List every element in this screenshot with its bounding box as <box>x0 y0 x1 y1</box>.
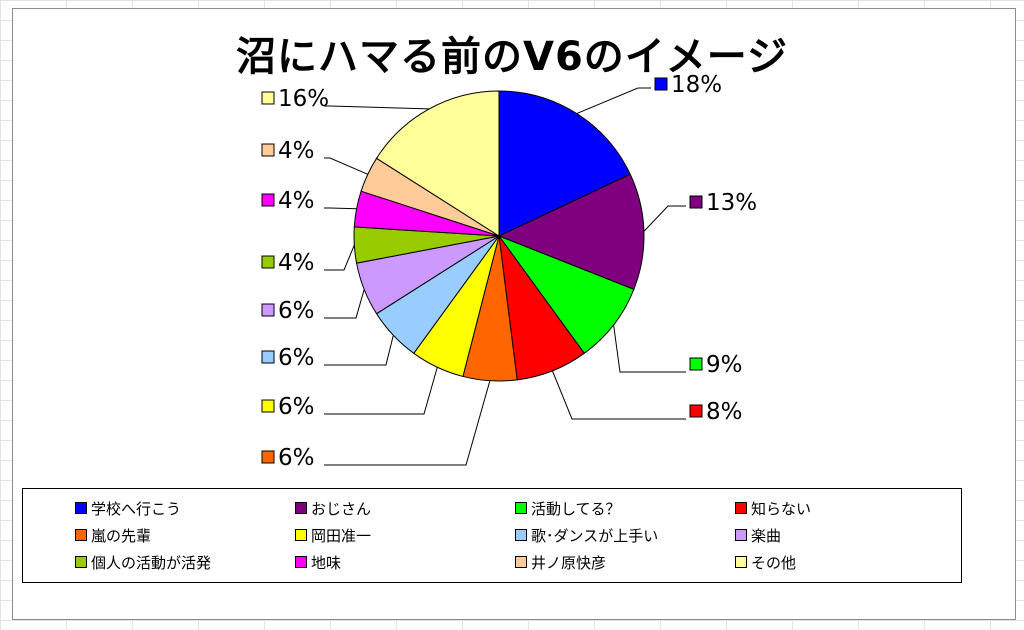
legend-label: 井ノ原快彦 <box>531 553 607 572</box>
legend-swatch <box>75 556 87 568</box>
legend-item[interactable]: 井ノ原快彦 <box>515 551 606 573</box>
legend-item[interactable]: 知らない <box>735 497 811 519</box>
legend-label: 嵐の先輩 <box>91 526 152 545</box>
data-label: 6% <box>261 394 315 420</box>
data-label-swatch <box>689 195 703 209</box>
data-label-text: 6% <box>278 445 315 471</box>
legend-item[interactable]: 岡田准一 <box>295 524 371 546</box>
data-label: 8% <box>689 399 743 425</box>
leader-line <box>551 370 686 420</box>
data-label-swatch <box>261 399 275 413</box>
data-label-text: 6% <box>278 298 315 324</box>
chart-title: 沼にハマる前のV6のイメージ <box>236 34 788 80</box>
legend-label: おじさん <box>311 499 372 518</box>
legend-swatch <box>735 556 747 568</box>
leader-line <box>324 157 368 175</box>
data-label-swatch <box>689 357 703 371</box>
data-label-swatch <box>261 143 275 157</box>
pie-slice[interactable] <box>375 90 500 237</box>
data-label: 6% <box>261 345 315 371</box>
leader-line <box>324 207 357 210</box>
legend-item[interactable]: 嵐の先輩 <box>75 524 151 546</box>
data-label-swatch <box>689 404 703 418</box>
data-label-text: 18% <box>671 72 722 98</box>
legend-item[interactable]: 学校へ行こう <box>75 497 181 519</box>
chart-legend[interactable]: 学校へ行こう おじさん 活動してる？ 知らない嵐の先輩 岡田准一 歌･ダンスが上手い 楽曲個… <box>22 488 962 583</box>
data-label-swatch <box>261 350 275 364</box>
data-label: 18% <box>654 72 722 98</box>
leader-line <box>643 205 686 232</box>
data-label-swatch <box>654 77 668 91</box>
data-label: 6% <box>261 445 315 471</box>
legend-swatch <box>735 529 747 541</box>
data-label-text: 6% <box>278 394 315 420</box>
legend-swatch <box>515 556 527 568</box>
legend-label: 個人の活動が活発 <box>91 553 212 572</box>
data-label-swatch <box>261 91 275 105</box>
data-label-text: 4% <box>278 250 315 276</box>
leader-line <box>324 244 355 271</box>
legend-swatch <box>295 502 307 514</box>
legend-item[interactable]: 個人の活動が活発 <box>75 551 211 573</box>
legend-label: 地味 <box>311 553 342 572</box>
legend-swatch <box>515 502 527 514</box>
leader-line <box>576 87 651 115</box>
data-label-text: 13% <box>706 190 757 216</box>
data-label: 13% <box>689 190 757 216</box>
data-label-swatch <box>261 303 275 317</box>
legend-swatch <box>75 502 87 514</box>
data-label: 4% <box>261 188 315 214</box>
legend-swatch <box>735 502 747 514</box>
legend-swatch <box>75 529 87 541</box>
legend-label: 歌･ダンスが上手い <box>531 526 659 545</box>
data-label-text: 9% <box>706 352 743 378</box>
legend-label: 学校へ行こう <box>91 499 182 518</box>
leader-line <box>324 335 394 366</box>
legend-label: 知らない <box>751 499 812 518</box>
data-label: 16% <box>261 86 329 112</box>
leader-line <box>324 289 365 319</box>
leader-line <box>324 367 438 415</box>
legend-swatch <box>295 556 307 568</box>
legend-item[interactable]: 活動してる？ <box>515 497 621 519</box>
data-label: 9% <box>689 352 743 378</box>
legend-label: その他 <box>751 553 797 572</box>
data-label-text: 4% <box>278 188 315 214</box>
legend-label: 活動してる？ <box>531 499 621 518</box>
legend-item[interactable]: おじさん <box>295 497 371 519</box>
legend-swatch <box>295 529 307 541</box>
data-label-swatch <box>261 255 275 269</box>
legend-item[interactable]: 歌･ダンスが上手い <box>515 524 658 546</box>
data-label: 4% <box>261 250 315 276</box>
legend-item[interactable]: 地味 <box>295 551 341 573</box>
data-label: 4% <box>261 138 315 164</box>
data-label-text: 6% <box>278 345 315 371</box>
legend-item[interactable]: 楽曲 <box>735 524 781 546</box>
data-label-text: 8% <box>706 399 743 425</box>
leader-line <box>324 380 491 466</box>
legend-label: 岡田准一 <box>311 526 372 545</box>
pie-slice[interactable] <box>498 90 631 237</box>
data-label-swatch <box>261 193 275 207</box>
legend-item[interactable]: その他 <box>735 551 796 573</box>
leader-line <box>613 324 686 373</box>
pie-slice[interactable] <box>497 234 635 355</box>
pie-slice[interactable] <box>497 173 645 291</box>
leader-line <box>324 105 430 110</box>
data-label-text: 4% <box>278 138 315 164</box>
data-label-swatch <box>261 450 275 464</box>
legend-swatch <box>515 529 527 541</box>
legend-label: 楽曲 <box>751 526 782 545</box>
data-label: 6% <box>261 298 315 324</box>
data-label-text: 16% <box>278 86 329 112</box>
